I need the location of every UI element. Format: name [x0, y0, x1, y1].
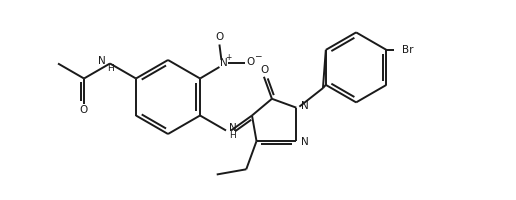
Text: O: O [261, 65, 269, 75]
Text: N: N [301, 137, 309, 147]
Text: N: N [301, 101, 309, 111]
Text: N: N [98, 55, 106, 66]
Text: H: H [229, 131, 236, 140]
Text: O: O [215, 31, 223, 42]
Text: +: + [225, 52, 232, 62]
Text: O: O [80, 105, 88, 115]
Text: −: − [254, 51, 262, 60]
Text: H: H [108, 64, 115, 73]
Text: N: N [219, 58, 228, 68]
Text: O: O [247, 57, 255, 67]
Text: Br: Br [402, 45, 414, 55]
Text: N: N [229, 123, 237, 133]
